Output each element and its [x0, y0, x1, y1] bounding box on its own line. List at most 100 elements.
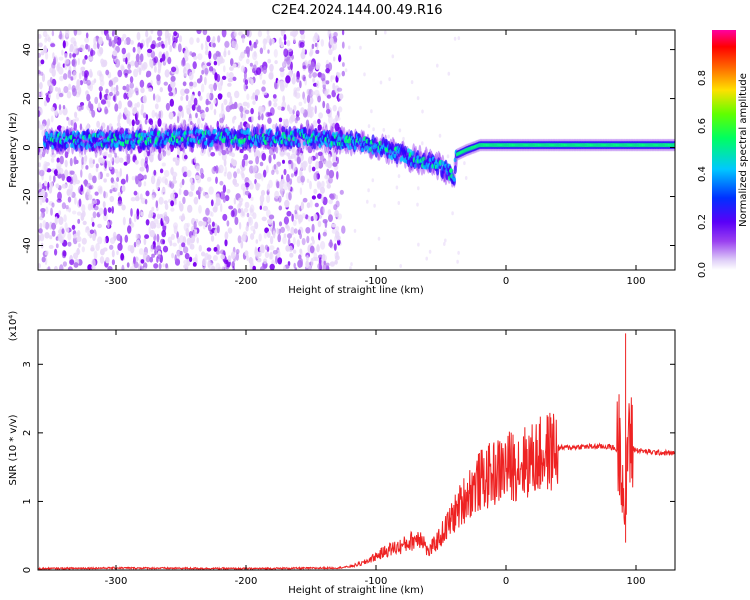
noise-mark	[315, 152, 319, 160]
noise-mark	[100, 99, 107, 105]
noise-mark	[53, 169, 58, 175]
noise-mark	[341, 225, 346, 234]
noise-mark	[333, 56, 336, 62]
y-tick-label: 20	[22, 92, 33, 105]
noise-mark	[154, 112, 158, 117]
noise-mark	[329, 239, 333, 249]
noise-mark	[121, 264, 125, 270]
noise-mark	[254, 248, 259, 257]
noise-mark	[89, 68, 93, 78]
noise-mark	[52, 52, 55, 60]
noise-mark	[41, 256, 46, 263]
noise-mark	[172, 179, 178, 184]
noise-mark	[121, 47, 127, 55]
noise-mark	[81, 204, 86, 213]
noise-mark	[63, 169, 69, 179]
noise-mark	[292, 237, 296, 246]
noise-mark	[150, 150, 155, 157]
noise-mark	[305, 119, 310, 128]
noise-mark	[72, 88, 77, 97]
noise-mark	[286, 210, 292, 217]
ridge-peak-mark	[449, 168, 454, 174]
noise-mark	[126, 262, 130, 268]
noise-mark	[75, 117, 79, 122]
noise-mark	[286, 173, 290, 183]
noise-mark	[221, 30, 227, 38]
noise-mark	[57, 191, 62, 201]
noise-mark	[150, 60, 154, 69]
noise-mark	[50, 207, 53, 216]
noise-mark	[213, 99, 217, 104]
noise-mark	[58, 56, 64, 61]
noise-mark	[59, 30, 63, 40]
noise-mark	[199, 173, 205, 179]
noise-mark	[244, 250, 249, 257]
noise-mark	[329, 37, 334, 46]
noise-mark	[220, 78, 224, 87]
noise-mark	[116, 122, 121, 127]
noise-mark	[93, 78, 97, 83]
noise-mark	[278, 195, 282, 203]
noise-mark	[272, 250, 278, 255]
noise-mark	[202, 30, 208, 36]
noise-mark	[282, 95, 286, 103]
noise-mark	[263, 169, 267, 178]
noise-mark	[143, 262, 148, 269]
noise-mark	[243, 153, 249, 161]
noise-mark	[272, 230, 276, 239]
noise-mark	[293, 105, 297, 112]
noise-mark	[215, 176, 218, 184]
noise-mark	[255, 67, 262, 75]
noise-mark	[241, 211, 245, 217]
noise-mark	[213, 53, 218, 61]
noise-mark	[98, 157, 103, 164]
noise-mark	[114, 152, 117, 158]
noise-mark	[317, 160, 324, 169]
ridge-mark	[308, 128, 312, 138]
noise-mark	[155, 181, 160, 190]
noise-mark	[305, 260, 310, 269]
noise-mark	[115, 90, 120, 96]
noise-mark	[318, 254, 323, 260]
noise-mark	[121, 204, 126, 211]
noise-mark	[268, 218, 273, 226]
ridge-mark	[297, 142, 301, 148]
noise-mark	[143, 238, 147, 246]
noise-mark	[68, 83, 72, 91]
noise-mark	[51, 30, 55, 37]
noise-mark	[102, 201, 106, 208]
noise-mark	[310, 257, 314, 267]
noise-mark	[332, 41, 338, 51]
noise-mark	[99, 256, 105, 264]
ridge-mark	[453, 165, 457, 175]
noise-mark	[92, 211, 97, 219]
noise-mark	[114, 103, 119, 112]
noise-mark	[273, 163, 277, 170]
noise-mark	[164, 203, 169, 210]
noise-mark	[70, 76, 74, 81]
noise-mark	[259, 205, 262, 210]
noise-mark	[149, 155, 154, 163]
noise-mark	[204, 67, 209, 75]
noise-mark	[140, 259, 145, 264]
noise-mark	[170, 192, 176, 200]
noise-mark	[156, 222, 161, 229]
noise-mark	[290, 31, 293, 37]
noise-mark	[288, 183, 291, 191]
ridge-mark	[255, 126, 259, 136]
noise-mark	[111, 259, 115, 266]
noise-mark	[152, 93, 156, 101]
noise-mark	[259, 194, 265, 204]
noise-mark	[43, 149, 47, 155]
ridge-mark	[302, 141, 307, 146]
noise-mark	[320, 240, 326, 250]
noise-mark	[258, 233, 262, 242]
noise-mark	[330, 75, 333, 83]
noise-mark	[278, 221, 283, 227]
noise-mark	[205, 100, 211, 105]
noise-mark	[286, 40, 291, 47]
noise-mark	[110, 157, 114, 162]
noise-mark	[336, 72, 341, 78]
noise-mark	[104, 160, 107, 169]
noise-mark	[165, 50, 169, 59]
